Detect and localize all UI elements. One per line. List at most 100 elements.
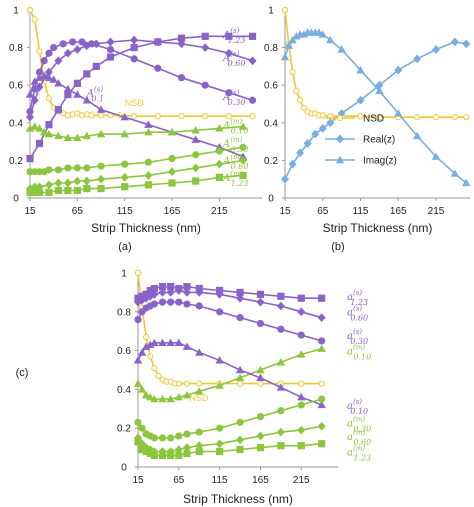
data-point [83,70,91,78]
data-point [35,68,44,76]
data-point [144,181,152,189]
y-tick-label: 0.2 [9,156,23,167]
data-point [167,128,177,136]
data-point [256,431,265,441]
data-point [196,380,203,387]
data-point [78,38,86,46]
legend-label: Real(z) [363,135,395,146]
series-line [137,301,322,342]
data-point [357,113,364,120]
data-point [134,438,142,446]
data-point [375,86,384,95]
data-point [97,112,105,119]
data-point [297,307,306,317]
series-line [284,9,467,118]
x-tick-label: 115 [212,475,228,486]
data-point [45,49,53,57]
series-real-z [281,37,471,184]
data-point [138,424,146,432]
data-point [450,37,459,47]
series-label-4: a(m) 0.10 [347,343,371,361]
data-point [168,167,177,177]
series-label-7: A(m) 0.60 [222,153,248,171]
data-point [120,112,129,121]
data-point [177,34,186,42]
data-point [215,439,224,449]
data-point [40,128,49,136]
data-point [154,113,161,120]
legend-label: NSD [363,114,384,125]
data-point [134,418,142,426]
series-label-6: A(m) 0.30 [222,136,248,154]
data-point [394,109,403,117]
y-tick-label: 0.6 [9,81,23,92]
data-point [256,290,265,298]
data-point [174,392,184,401]
data-point [144,158,152,166]
data-point [183,430,191,438]
data-point [166,288,175,297]
data-point [45,95,53,102]
data-point [326,35,335,44]
data-point [97,162,105,170]
panel-label-a: (a) [118,241,131,253]
y-tick-label: 1 [13,6,19,17]
data-point [167,434,175,442]
data-point [54,79,63,87]
data-point [144,120,153,128]
data-point [215,147,223,155]
y-tick-label: 0 [268,194,274,205]
y-tick-label: 0.8 [264,43,278,54]
data-point [195,288,204,297]
data-point [239,143,247,151]
data-point [88,112,95,119]
data-point [168,179,176,187]
data-point [40,71,49,79]
data-point [248,32,257,40]
data-point [195,447,203,456]
y-tick-label: 0 [13,194,19,205]
series-line [137,398,322,439]
data-point [235,365,245,374]
y-tick-label: 0.4 [264,118,278,129]
data-point [292,32,301,40]
data-point [318,395,326,403]
data-point [191,135,200,143]
data-point [26,6,34,14]
y-tick-label: 0.6 [117,346,131,357]
data-point [318,30,327,38]
series-nsd [281,6,470,121]
x-axis-label: Strip Thickness (nm) [323,221,433,235]
data-point [202,113,209,120]
data-point [249,113,256,120]
data-point [215,381,224,389]
y-tick-label: 0.2 [264,156,278,167]
data-point [154,64,162,72]
data-point [276,358,286,366]
data-point [256,444,265,452]
data-point [134,269,142,277]
data-point [130,35,139,45]
data-point [318,124,327,133]
series-a-m-0-30 [26,143,247,176]
x-tick-label: 65 [72,206,84,217]
series-label-2: A(s) 0.60 [222,50,245,68]
data-point [26,107,34,116]
data-point [31,188,39,196]
series-label-7: a(m) 0.60 [347,429,371,447]
data-point [376,114,383,121]
data-point [30,95,39,105]
data-point [49,75,58,83]
data-point [462,178,471,187]
data-point [158,338,167,347]
series-label-2: a(s) 0.60 [347,305,368,323]
data-point [175,451,183,459]
x-tick-label: 215 [293,475,310,486]
data-point [54,178,63,188]
data-point [201,32,209,40]
data-point [44,73,54,81]
data-point [296,148,305,158]
data-point [256,297,265,307]
series-label-4: A(s) 0.30 [222,89,245,107]
